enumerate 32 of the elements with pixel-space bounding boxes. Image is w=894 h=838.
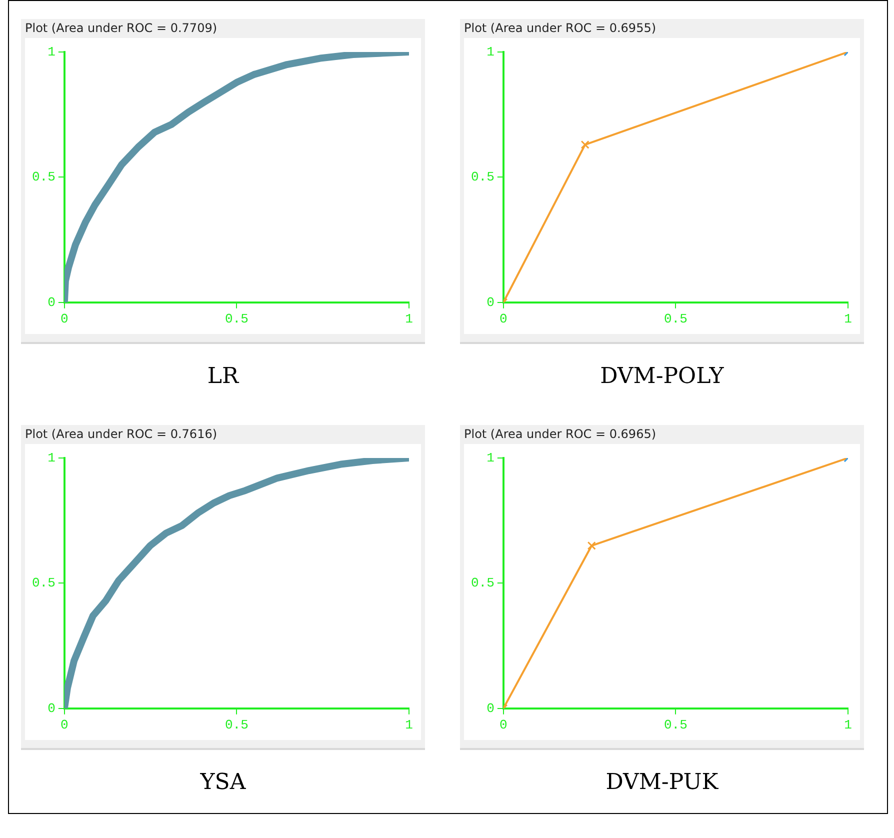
y-tick-label: 1	[486, 44, 495, 60]
text: YSA	[199, 770, 247, 795]
x-tick-label: 0	[500, 718, 508, 733]
chart-title: Plot (Area under ROC = 0.7616)	[25, 427, 218, 441]
y-tick-label: 0	[48, 294, 56, 310]
y-tick-label: 0.5	[471, 170, 494, 185]
x-tick-label: 0	[500, 312, 508, 327]
y-tick-label: 1	[486, 450, 495, 466]
text: DVM-PUK	[604, 770, 720, 795]
y-tick-label: 0	[486, 294, 494, 310]
y-tick-label: 0.5	[471, 576, 494, 591]
x-tick-label: 1	[844, 718, 852, 733]
text: DVM-POLY	[599, 364, 725, 389]
y-tick-label: 0.5	[32, 170, 56, 185]
x-tick-label: 1	[405, 718, 414, 733]
y-tick-label: 0	[48, 700, 56, 716]
text: LR	[206, 364, 240, 389]
x-tick-label: 0.5	[225, 312, 248, 327]
x-tick-label: 0	[60, 312, 68, 327]
chart-title: Plot (Area under ROC = 0.7709)	[25, 21, 218, 35]
chart-title: Plot (Area under ROC = 0.6955)	[464, 21, 658, 35]
y-tick-label: 0.5	[32, 576, 56, 591]
x-tick-label: 0.5	[664, 312, 688, 327]
y-tick-label: 1	[48, 44, 56, 60]
x-tick-label: 0.5	[664, 718, 688, 733]
y-tick-label: 0	[486, 700, 494, 716]
x-tick-label: 0	[60, 718, 68, 733]
x-tick-label: 1	[405, 312, 414, 327]
chart-title: Plot (Area under ROC = 0.6965)	[464, 427, 658, 441]
x-tick-label: 0.5	[225, 718, 248, 733]
x-tick-label: 1	[844, 312, 852, 327]
y-tick-label: 1	[48, 450, 56, 466]
